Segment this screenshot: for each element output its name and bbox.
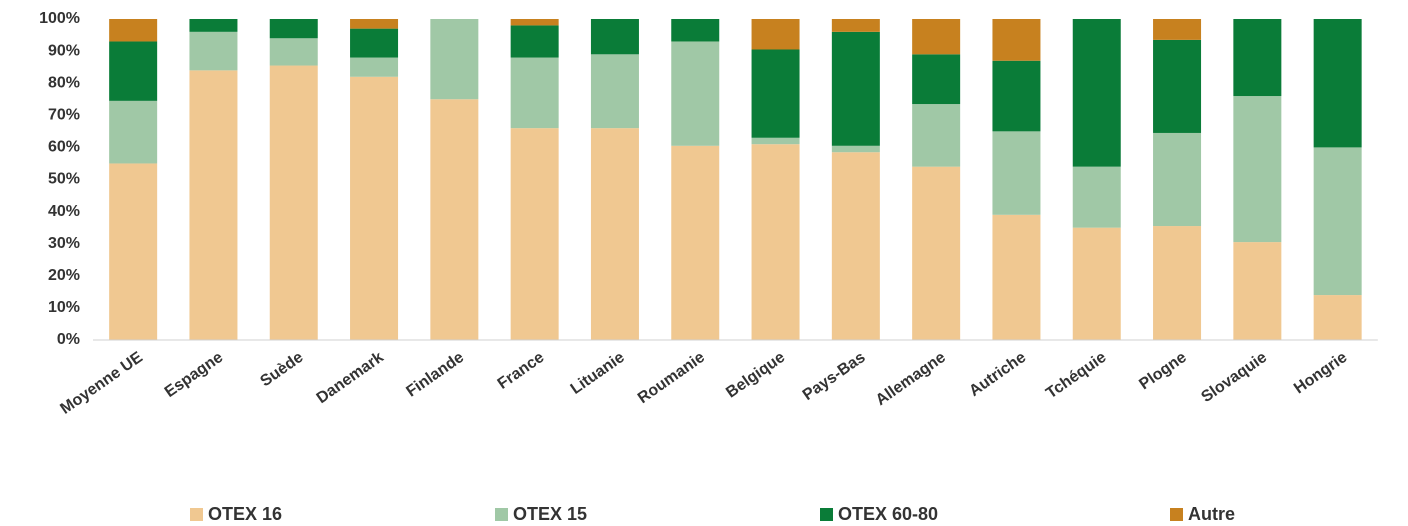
x-tick-label: Roumanie: [635, 349, 708, 407]
y-tick-label: 60%: [48, 139, 80, 156]
y-tick-label: 0%: [57, 331, 80, 348]
bar-segment: [992, 214, 1041, 340]
y-tick-label: 40%: [48, 203, 80, 220]
bar-segment: [269, 19, 318, 39]
bar-segment: [1072, 166, 1121, 228]
x-tick-label: Lituanie: [568, 349, 628, 398]
x-tick-label: Plogne: [1136, 349, 1190, 394]
bar-segment: [189, 19, 238, 32]
bar-segment: [671, 41, 720, 146]
bar-segment: [1233, 96, 1282, 243]
bar-segment: [590, 128, 639, 340]
bar-segment: [1313, 295, 1362, 340]
bar-segment: [189, 31, 238, 71]
x-tick-label: Autriche: [966, 349, 1029, 400]
bar-segment: [751, 137, 800, 145]
bar-segment: [1153, 19, 1202, 40]
bar-segment: [109, 163, 158, 340]
bar-segment: [831, 19, 880, 32]
bar-segment: [751, 144, 800, 340]
y-tick-label: 80%: [48, 74, 80, 91]
bar-segment: [1153, 132, 1202, 227]
bar-segment: [1313, 19, 1362, 148]
x-tick-label: Hongrie: [1291, 349, 1350, 398]
bar-segment: [831, 145, 880, 153]
x-tick-label: Finlande: [403, 349, 467, 401]
x-tick-label: Slovaquie: [1198, 349, 1270, 406]
bar-segment: [671, 19, 720, 42]
bar-segment: [430, 99, 479, 340]
bar-segment: [350, 19, 399, 29]
bar-segment: [510, 19, 559, 26]
bar-segment: [1313, 147, 1362, 296]
x-tick-label: Suède: [257, 349, 306, 391]
bar-segment: [109, 19, 158, 42]
legend-label: Autre: [1188, 504, 1235, 524]
bar-segment: [1233, 19, 1282, 97]
bar-segment: [350, 28, 399, 58]
y-tick-label: 30%: [48, 235, 80, 252]
bar-segment: [510, 57, 559, 129]
legend-label: OTEX 15: [513, 504, 587, 524]
y-tick-label: 20%: [48, 267, 80, 284]
bar-segment: [912, 104, 961, 167]
y-tick-label: 70%: [48, 107, 80, 124]
bar-segment: [510, 25, 559, 58]
x-tick-label: France: [495, 349, 548, 393]
bar-segment: [992, 19, 1041, 61]
bar-segment: [109, 41, 158, 101]
x-tick-label: Belgique: [723, 349, 788, 402]
bar-segment: [751, 49, 800, 138]
bar-segment: [992, 60, 1041, 132]
x-tick-label: Espagne: [162, 349, 226, 401]
bar-segment: [831, 152, 880, 340]
bar-segment: [1233, 242, 1282, 340]
bar-segment: [831, 31, 880, 146]
y-tick-label: 90%: [48, 42, 80, 59]
bar-segment: [430, 19, 479, 100]
bar-segment: [590, 19, 639, 55]
bar-segment: [912, 19, 961, 55]
bar-segment: [992, 131, 1041, 215]
bar-segment: [1072, 227, 1121, 340]
bar-segment: [269, 38, 318, 66]
bar-segment: [751, 19, 800, 50]
bar-segment: [912, 54, 961, 105]
y-tick-label: 100%: [39, 10, 80, 27]
bar-segment: [671, 145, 720, 340]
legend-label: OTEX 16: [208, 504, 282, 524]
x-tick-label: Tchéquie: [1043, 349, 1109, 403]
legend-swatch: [190, 508, 203, 521]
y-tick-label: 10%: [48, 299, 80, 316]
x-tick-label: Moyenne UE: [57, 349, 146, 418]
bar-segment: [1072, 19, 1121, 167]
bar-segment: [912, 166, 961, 340]
bar-segment: [109, 100, 158, 164]
x-tick-label: Pays-Bas: [800, 349, 869, 404]
bar-segment: [1153, 226, 1202, 340]
bar-segment: [1153, 39, 1202, 133]
bar-segment: [510, 128, 559, 340]
y-tick-label: 50%: [48, 171, 80, 188]
bar-segment: [350, 57, 399, 77]
bar-segment: [590, 54, 639, 129]
bar-segment: [269, 65, 318, 341]
legend-swatch: [1170, 508, 1183, 521]
legend-label: OTEX 60-80: [838, 504, 938, 524]
x-tick-label: Allemagne: [873, 349, 949, 409]
legend-swatch: [820, 508, 833, 521]
x-tick-label: Danemark: [314, 349, 387, 407]
legend-swatch: [495, 508, 508, 521]
bar-segment: [350, 76, 399, 340]
bar-segment: [189, 70, 238, 341]
